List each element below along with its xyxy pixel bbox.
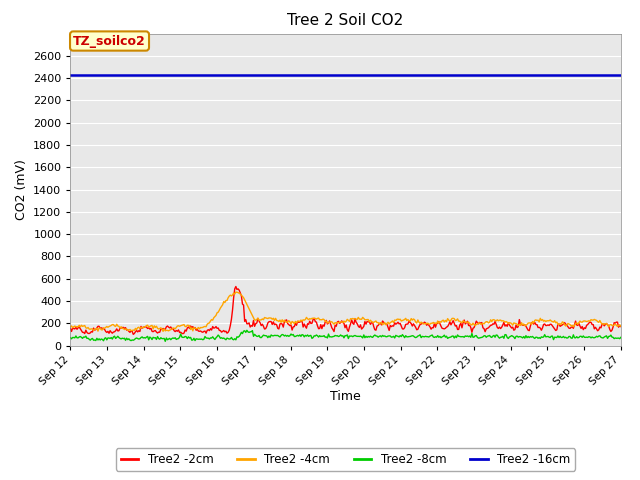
X-axis label: Time: Time	[330, 390, 361, 403]
Text: TZ_soilco2: TZ_soilco2	[73, 35, 146, 48]
Title: Tree 2 Soil CO2: Tree 2 Soil CO2	[287, 13, 404, 28]
Legend: Tree2 -2cm, Tree2 -4cm, Tree2 -8cm, Tree2 -16cm: Tree2 -2cm, Tree2 -4cm, Tree2 -8cm, Tree…	[116, 448, 575, 471]
Y-axis label: CO2 (mV): CO2 (mV)	[15, 159, 28, 220]
